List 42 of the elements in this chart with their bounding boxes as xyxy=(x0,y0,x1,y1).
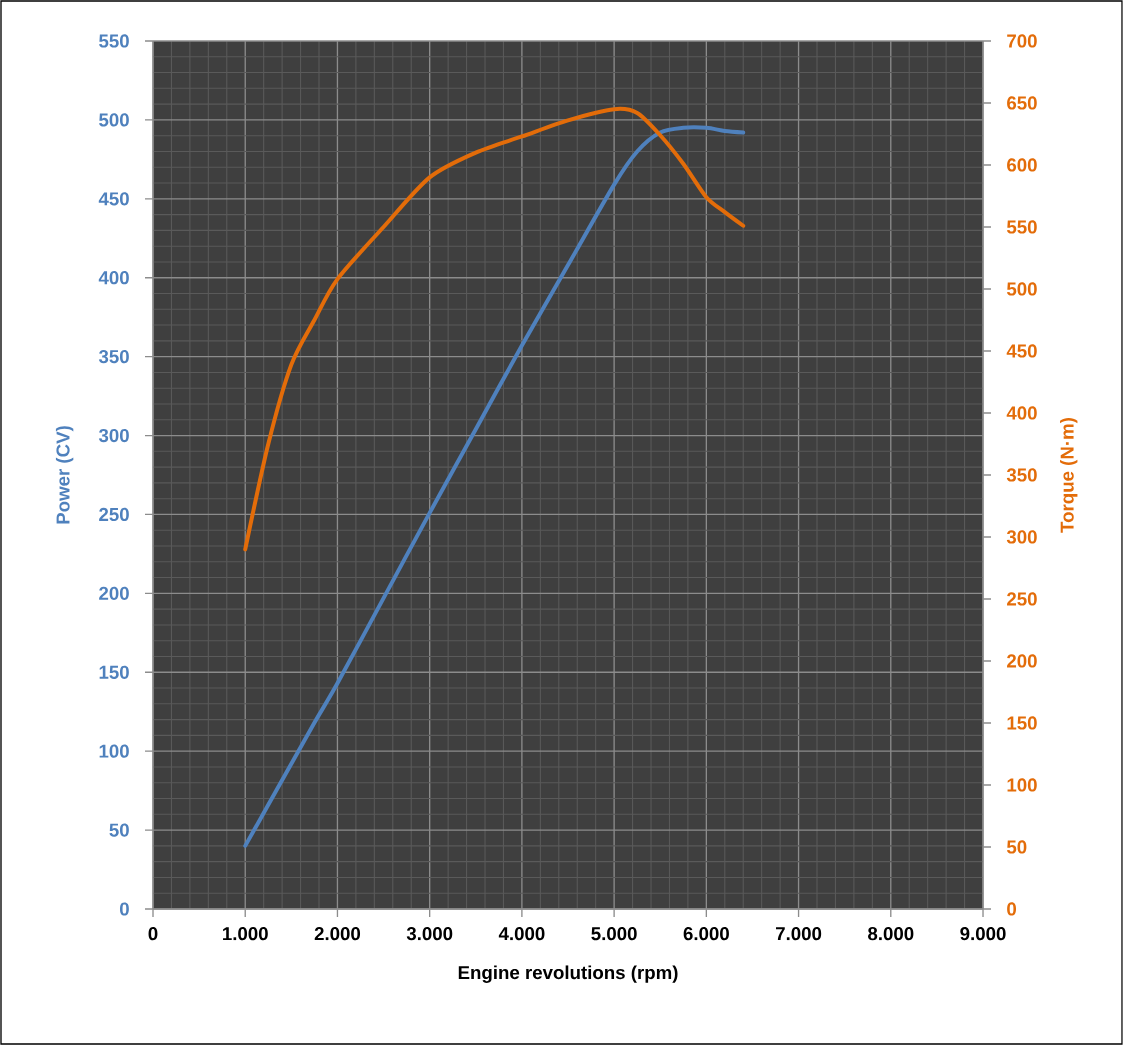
y-tick-label: 550 xyxy=(99,34,129,48)
x-tick-label: 2.000 xyxy=(314,927,361,941)
y2-tick-label: 400 xyxy=(1006,406,1037,420)
y-tick-label: 400 xyxy=(98,271,129,285)
y-tick-label: 0 xyxy=(119,902,129,916)
y-tick-label: 200 xyxy=(99,586,129,600)
y-tick-label: 350 xyxy=(98,350,129,364)
line-series xyxy=(243,106,746,552)
y-tick-label: 300 xyxy=(98,428,129,443)
x-tick-label: 0 xyxy=(148,927,158,941)
y2-tick-label: 500 xyxy=(1006,282,1037,296)
line-series xyxy=(243,125,746,848)
y2-tick-label: 200 xyxy=(1007,654,1037,668)
y2-tick-label: 100 xyxy=(1007,778,1037,792)
y2-tick-label: 250 xyxy=(1007,592,1037,606)
y-tick-label: 150 xyxy=(99,665,129,679)
x-tick-label: 5.000 xyxy=(591,927,637,941)
y2-tick-label: 50 xyxy=(1006,840,1027,854)
x-tick-label: 3.000 xyxy=(406,927,453,941)
y-axis-title: Power (CV) xyxy=(55,426,74,524)
y2-tick-label: 0 xyxy=(1007,902,1017,916)
y2-tick-label: 700 xyxy=(1007,34,1037,48)
x-axis-title: Engine revolutions (rpm) xyxy=(458,965,678,983)
y2-tick-label: 450 xyxy=(1006,344,1037,358)
x-tick-label: 6.000 xyxy=(683,927,729,941)
y2-tick-label: 550 xyxy=(1006,220,1037,234)
x-tick-label: 7.000 xyxy=(776,927,822,941)
y2-axis-title: Torque (N·m) xyxy=(1060,418,1078,533)
x-tick-label: 4.000 xyxy=(498,927,545,941)
x-tick-label: 8.000 xyxy=(868,927,914,941)
y2-tick-label: 300 xyxy=(1006,530,1037,544)
y-tick-label: 50 xyxy=(109,823,129,837)
x-tick-label: 9.000 xyxy=(960,927,1006,941)
y-tick-label: 100 xyxy=(99,744,129,758)
y2-tick-label: 650 xyxy=(1007,96,1037,110)
y-tick-label: 250 xyxy=(99,507,129,522)
y-tick-label: 450 xyxy=(98,192,129,206)
y2-tick-label: 600 xyxy=(1007,158,1037,172)
x-tick-label: 1.000 xyxy=(223,927,268,941)
y2-tick-label: 350 xyxy=(1006,468,1037,482)
y2-tick-label: 150 xyxy=(1007,716,1037,730)
y-tick-label: 500 xyxy=(99,113,129,127)
